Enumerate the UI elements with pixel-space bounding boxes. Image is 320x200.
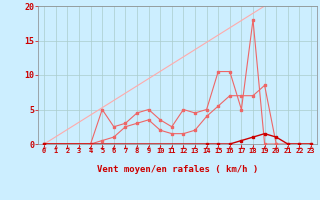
X-axis label: Vent moyen/en rafales ( km/h ): Vent moyen/en rafales ( km/h ): [97, 165, 258, 174]
